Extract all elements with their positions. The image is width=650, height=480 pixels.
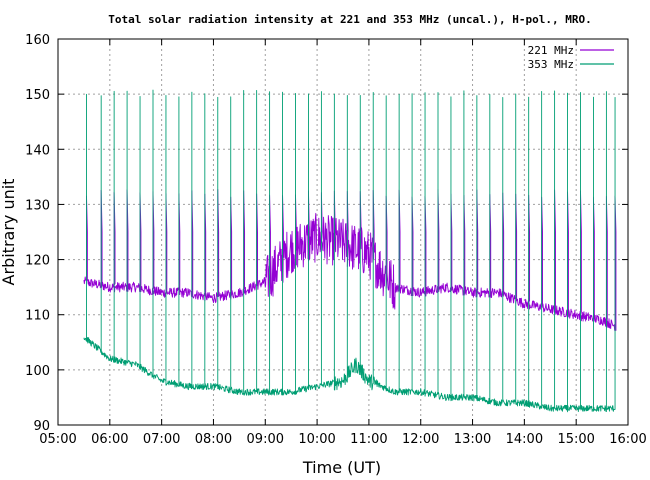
x-tick-label: 15:00	[557, 432, 594, 447]
x-tick-label: 10:00	[298, 432, 335, 447]
y-tick-label: 130	[25, 198, 50, 213]
x-tick-label: 06:00	[91, 432, 128, 447]
y-axis-label: Arbitrary unit	[0, 179, 18, 286]
x-tick-label: 07:00	[143, 432, 180, 447]
y-tick-label: 160	[25, 33, 50, 48]
y-tick-label: 120	[25, 254, 50, 269]
x-tick-label: 12:00	[402, 432, 439, 447]
x-tick-label: 16:00	[609, 432, 646, 447]
series-layer	[83, 89, 617, 413]
y-tick-label: 90	[33, 419, 50, 434]
y-tick-label: 140	[25, 143, 50, 158]
x-tick-label: 09:00	[247, 432, 284, 447]
x-tick-label: 08:00	[195, 432, 232, 447]
y-tick-label: 110	[25, 309, 50, 324]
plot-frame	[57, 38, 629, 426]
x-tick-label: 05:00	[39, 432, 76, 447]
ticks: 05:00 06:00 07:00 08:00 09:00 10:00 11:00 12:00…	[25, 33, 647, 447]
x-tick-label: 13:00	[454, 432, 491, 447]
legend: 221 MHz 353 MHz	[528, 44, 614, 71]
x-tick-label: 11:00	[350, 432, 387, 447]
series-line-353-mhz	[83, 89, 616, 413]
y-tick-label: 100	[25, 364, 50, 379]
x-tick-label: 14:00	[506, 432, 543, 447]
legend-label-221: 221 MHz	[528, 44, 574, 57]
x-axis-label: Time (UT)	[302, 458, 381, 477]
y-tick-label: 150	[25, 88, 50, 103]
chart-title: Total solar radiation intensity at 221 a…	[108, 13, 591, 26]
legend-label-353: 353 MHz	[528, 58, 574, 71]
